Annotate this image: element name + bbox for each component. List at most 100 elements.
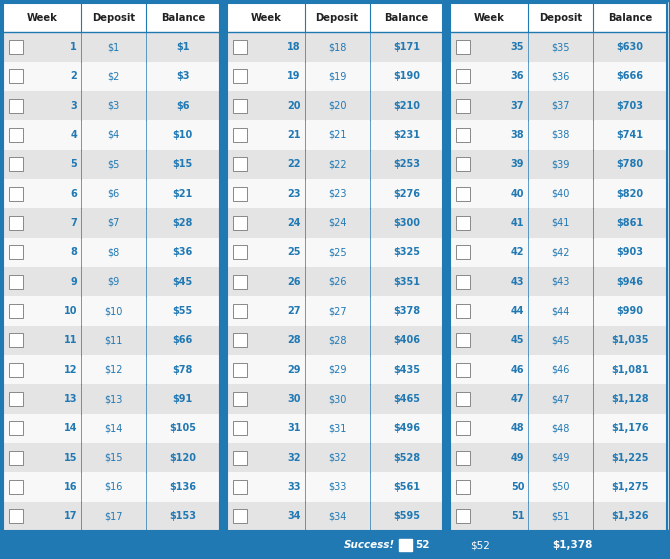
- Text: 18: 18: [287, 42, 301, 52]
- Text: $12: $12: [105, 364, 123, 375]
- Text: $820: $820: [616, 189, 644, 198]
- Text: $435: $435: [393, 364, 420, 375]
- Text: $120: $120: [170, 453, 196, 463]
- Bar: [226, 179, 444, 209]
- Text: $406: $406: [393, 335, 420, 345]
- Text: Balance: Balance: [161, 13, 205, 23]
- Bar: [226, 267, 444, 296]
- Text: 41: 41: [511, 218, 525, 228]
- Text: $666: $666: [616, 72, 644, 81]
- Text: 22: 22: [287, 159, 301, 169]
- Text: $66: $66: [173, 335, 193, 345]
- Text: $190: $190: [393, 72, 420, 81]
- Bar: [456, 304, 470, 318]
- Bar: [450, 209, 667, 238]
- Bar: [226, 443, 444, 472]
- Text: $14: $14: [105, 423, 123, 433]
- Text: $30: $30: [328, 394, 346, 404]
- Text: 35: 35: [511, 42, 525, 52]
- Bar: [3, 385, 220, 414]
- Bar: [232, 274, 247, 288]
- Text: $378: $378: [393, 306, 420, 316]
- Text: 14: 14: [64, 423, 77, 433]
- Text: $11: $11: [105, 335, 123, 345]
- Bar: [450, 120, 667, 150]
- Text: $18: $18: [328, 42, 346, 52]
- Text: $45: $45: [551, 335, 570, 345]
- Text: $49: $49: [551, 453, 570, 463]
- Bar: [232, 333, 247, 347]
- Text: $1,225: $1,225: [612, 453, 649, 463]
- Text: $36: $36: [551, 72, 570, 81]
- Text: 47: 47: [511, 394, 525, 404]
- Bar: [456, 216, 470, 230]
- Text: 7: 7: [70, 218, 77, 228]
- Bar: [232, 421, 247, 435]
- Bar: [226, 414, 444, 443]
- Text: Week: Week: [474, 13, 505, 23]
- Bar: [232, 392, 247, 406]
- Bar: [226, 91, 444, 120]
- Bar: [9, 304, 23, 318]
- Text: $351: $351: [393, 277, 420, 287]
- Text: 45: 45: [511, 335, 525, 345]
- Text: $1,081: $1,081: [611, 364, 649, 375]
- Text: 5: 5: [70, 159, 77, 169]
- Text: 29: 29: [287, 364, 301, 375]
- Text: $23: $23: [328, 189, 346, 198]
- Bar: [232, 216, 247, 230]
- Bar: [9, 157, 23, 172]
- Text: 36: 36: [511, 72, 525, 81]
- Text: $15: $15: [173, 159, 193, 169]
- Text: $25: $25: [328, 247, 346, 257]
- Text: 8: 8: [70, 247, 77, 257]
- Bar: [399, 539, 411, 551]
- Text: $33: $33: [328, 482, 346, 492]
- Bar: [450, 150, 667, 179]
- Text: 2: 2: [70, 72, 77, 81]
- Text: $38: $38: [551, 130, 570, 140]
- Bar: [232, 98, 247, 113]
- Text: 13: 13: [64, 394, 77, 404]
- Bar: [232, 187, 247, 201]
- Text: 15: 15: [64, 453, 77, 463]
- Bar: [226, 385, 444, 414]
- Text: $1,176: $1,176: [612, 423, 649, 433]
- Bar: [450, 355, 667, 385]
- Text: 9: 9: [70, 277, 77, 287]
- Text: $990: $990: [616, 306, 644, 316]
- Text: $52: $52: [470, 540, 490, 550]
- Bar: [450, 296, 667, 326]
- Text: $28: $28: [173, 218, 193, 228]
- Text: 31: 31: [287, 423, 301, 433]
- Text: $39: $39: [551, 159, 570, 169]
- Bar: [9, 392, 23, 406]
- Bar: [450, 326, 667, 355]
- Bar: [3, 179, 220, 209]
- Bar: [3, 238, 220, 267]
- Text: 42: 42: [511, 247, 525, 257]
- Bar: [9, 128, 23, 142]
- Text: 28: 28: [287, 335, 301, 345]
- Text: 17: 17: [64, 511, 77, 522]
- Bar: [226, 150, 444, 179]
- Text: $15: $15: [105, 453, 123, 463]
- Text: $300: $300: [393, 218, 420, 228]
- Bar: [450, 91, 667, 120]
- Text: 25: 25: [287, 247, 301, 257]
- Text: $7: $7: [107, 218, 120, 228]
- Text: $44: $44: [551, 306, 570, 316]
- Bar: [3, 443, 220, 472]
- Text: $1,378: $1,378: [552, 540, 592, 550]
- Text: Week: Week: [250, 13, 281, 23]
- Text: $20: $20: [328, 101, 346, 111]
- Bar: [450, 238, 667, 267]
- Text: 21: 21: [287, 130, 301, 140]
- Bar: [9, 451, 23, 465]
- Text: $41: $41: [551, 218, 570, 228]
- Text: $528: $528: [393, 453, 420, 463]
- Text: $703: $703: [616, 101, 644, 111]
- Bar: [9, 274, 23, 288]
- Text: $34: $34: [328, 511, 346, 522]
- Bar: [450, 472, 667, 501]
